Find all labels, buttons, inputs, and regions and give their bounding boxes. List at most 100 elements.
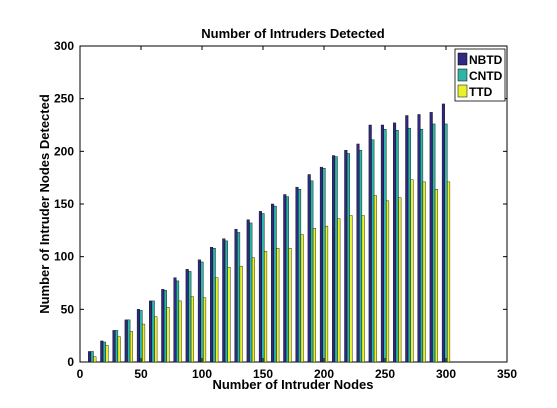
bar-nbtd-40 — [124, 319, 128, 363]
bar-cntd-230 — [359, 150, 363, 363]
bar-nbtd-90 — [185, 269, 189, 363]
x-tick-label: 350 — [497, 367, 517, 381]
x-tick-label: 50 — [134, 367, 148, 381]
y-tick-label: 300 — [54, 39, 74, 53]
bar-nbtd-130 — [234, 229, 238, 363]
x-tick-label: 0 — [77, 367, 84, 381]
bar-cntd-290 — [432, 123, 436, 363]
bar-ttd-240 — [373, 195, 377, 363]
bar-ttd-100 — [203, 297, 207, 363]
bar-ttd-260 — [398, 197, 402, 363]
bar-ttd-200 — [325, 225, 329, 363]
bar-ttd-140 — [251, 257, 255, 363]
y-tick-label: 50 — [61, 302, 75, 316]
y-tick-label: 100 — [54, 250, 74, 264]
bar-nbtd-270 — [405, 115, 409, 363]
bar-cntd-30 — [115, 330, 119, 363]
bar-ttd-220 — [349, 215, 353, 363]
bar-ttd-20 — [105, 344, 109, 363]
bar-nbtd-10 — [88, 351, 92, 363]
bar-cntd-180 — [298, 189, 302, 363]
bars-group — [88, 103, 451, 363]
y-axis: 0 50 100 150 200 250 300 — [54, 39, 507, 369]
bar-cntd-200 — [322, 167, 326, 363]
bar-nbtd-50 — [136, 309, 140, 363]
bar-ttd-190 — [312, 228, 316, 363]
bar-cntd-80 — [176, 280, 180, 363]
bar-nbtd-60 — [149, 300, 153, 363]
bar-nbtd-280 — [417, 114, 421, 363]
bar-ttd-120 — [227, 267, 231, 363]
bar-cntd-110 — [212, 248, 216, 363]
bar-nbtd-30 — [112, 330, 116, 363]
bar-ttd-130 — [239, 265, 243, 363]
chart-title: Number of Intruders Detected — [201, 26, 385, 41]
bar-nbtd-200 — [319, 166, 323, 363]
bar-nbtd-290 — [429, 112, 433, 363]
y-axis-label: Number of Intruder Nodes Detected — [37, 94, 52, 314]
bar-cntd-90 — [188, 271, 192, 363]
bar-nbtd-140 — [246, 219, 250, 363]
bar-cntd-20 — [102, 341, 106, 363]
bar-ttd-90 — [190, 296, 194, 363]
bar-cntd-170 — [285, 196, 289, 363]
bar-cntd-270 — [407, 127, 411, 363]
bar-nbtd-70 — [161, 289, 165, 363]
legend-label-cntd: CNTD — [469, 69, 503, 83]
bar-cntd-70 — [163, 290, 167, 363]
bar-nbtd-230 — [356, 143, 360, 363]
bar-ttd-250 — [386, 200, 390, 363]
x-tick-label: 300 — [436, 367, 456, 381]
y-tick-label: 150 — [54, 197, 74, 211]
bar-cntd-100 — [200, 261, 204, 363]
bar-nbtd-220 — [344, 150, 348, 363]
bar-ttd-80 — [178, 300, 182, 363]
bar-nbtd-120 — [222, 238, 226, 363]
legend-swatch-cntd — [457, 68, 468, 82]
bar-cntd-210 — [334, 156, 338, 363]
y-tick-label: 200 — [54, 144, 74, 158]
x-tick-label: 100 — [192, 367, 212, 381]
bar-nbtd-250 — [380, 124, 384, 363]
bar-ttd-50 — [142, 323, 146, 363]
bar-nbtd-260 — [393, 122, 397, 363]
bar-ttd-230 — [361, 215, 365, 363]
bar-cntd-140 — [249, 222, 253, 363]
bar-nbtd-20 — [100, 340, 104, 363]
bar-cntd-190 — [310, 180, 314, 363]
legend-swatch-ttd — [457, 84, 468, 98]
bar-cntd-120 — [224, 240, 228, 363]
bar-nbtd-210 — [332, 155, 336, 363]
bar-ttd-40 — [129, 331, 133, 363]
bar-ttd-180 — [300, 234, 304, 363]
bar-cntd-160 — [273, 205, 277, 363]
bar-nbtd-160 — [271, 203, 275, 363]
bar-ttd-110 — [215, 277, 219, 363]
bar-cntd-10 — [90, 351, 94, 363]
bar-nbtd-180 — [295, 186, 299, 363]
bar-ttd-280 — [422, 181, 426, 363]
bar-ttd-10 — [93, 356, 97, 363]
bar-ttd-290 — [434, 189, 438, 363]
bar-nbtd-110 — [210, 246, 214, 363]
y-tick-label: 0 — [67, 355, 74, 369]
bar-nbtd-300 — [441, 103, 445, 363]
bar-ttd-170 — [288, 248, 292, 363]
bar-cntd-300 — [444, 123, 448, 363]
bar-nbtd-150 — [258, 211, 262, 363]
legend-label-ttd: TTD — [469, 85, 493, 99]
legend-label-nbtd: NBTD — [469, 53, 503, 67]
bar-cntd-150 — [261, 213, 265, 363]
bar-nbtd-80 — [173, 277, 177, 363]
x-axis-label: Number of Intruder Nodes — [212, 377, 373, 392]
bar-cntd-260 — [395, 130, 399, 363]
legend-swatch-nbtd — [457, 52, 468, 66]
bar-cntd-250 — [383, 129, 387, 363]
x-tick-label: 200 — [314, 367, 334, 381]
bar-ttd-150 — [264, 251, 268, 363]
bar-cntd-130 — [237, 232, 241, 363]
bar-nbtd-240 — [368, 124, 372, 363]
bar-ttd-30 — [117, 336, 121, 363]
bar-ttd-160 — [276, 248, 280, 363]
